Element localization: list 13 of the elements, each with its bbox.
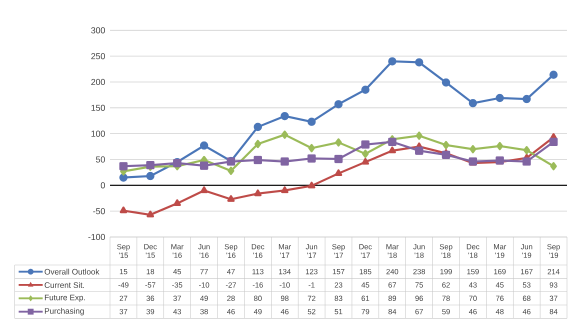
y-tick-label: -50 (93, 208, 105, 214)
legend-label: Current Sit. (44, 282, 84, 288)
y-tick-label: 250 (91, 53, 105, 60)
y-tick-label: 50 (96, 156, 105, 163)
legend-label: Purchasing (44, 308, 84, 316)
legend-label: Future Exp. (44, 294, 85, 302)
y-tick-label: 100 (92, 130, 105, 137)
y-tick-label: 0 (100, 182, 105, 188)
y-tick-label: -100 (88, 234, 105, 240)
y-tick-label: 200 (91, 78, 105, 86)
y-tick-label: 150 (92, 104, 105, 111)
legend-label: Overall Outlook (44, 268, 100, 275)
y-tick-label: 300 (91, 27, 105, 34)
